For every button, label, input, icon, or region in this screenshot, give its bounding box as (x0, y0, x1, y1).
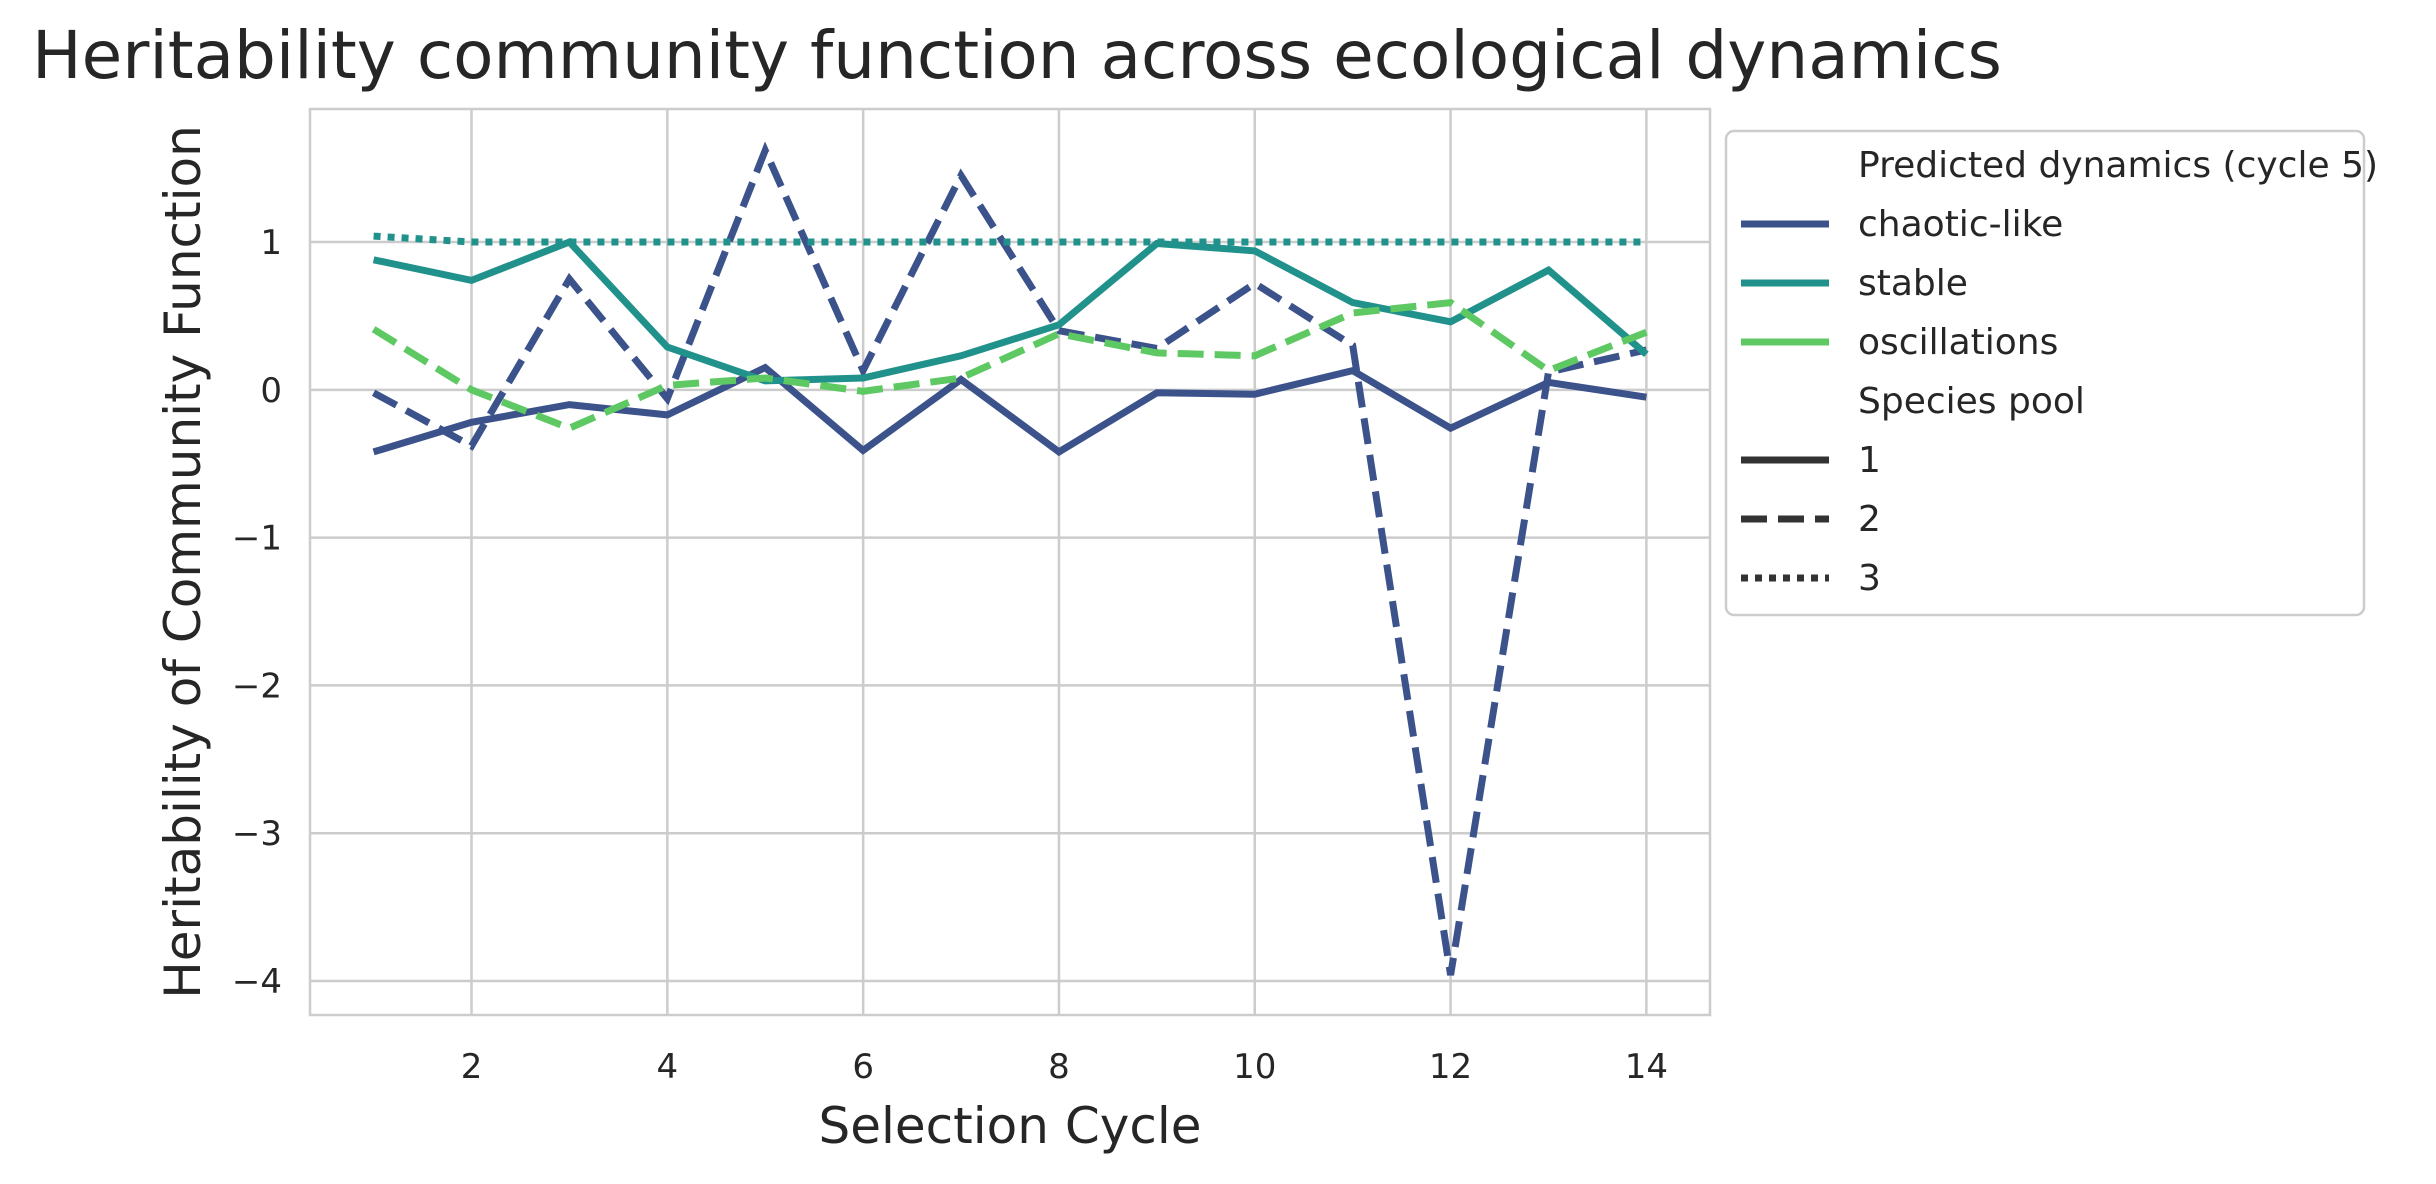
legend-style-entries: 1 2 3 (1741, 440, 1881, 599)
legend-label: 2 (1858, 499, 1881, 540)
legend-label: 1 (1858, 440, 1881, 481)
y-tick-label: −1 (232, 519, 282, 559)
legend-label: oscillations (1858, 322, 2058, 363)
legend: Predicted dynamics (cycle 5) chaotic-lik… (1724, 129, 2378, 617)
legend-hue-title: Predicted dynamics (cycle 5) (1858, 145, 2378, 186)
plot-frame (308, 107, 1712, 1017)
x-tick-label: 10 (1233, 1047, 1276, 1087)
legend-label: chaotic-like (1858, 204, 2063, 245)
x-tick-label: 8 (1048, 1047, 1070, 1087)
chart-title: Heritability community function across e… (32, 17, 2002, 94)
series-line (372, 237, 1649, 385)
x-tick-label: 6 (852, 1047, 874, 1087)
y-tick-label: −2 (232, 666, 282, 706)
legend-label: 3 (1858, 558, 1881, 599)
x-tick-label: 14 (1625, 1047, 1668, 1087)
y-axis-label: Heritability of Community Function (154, 125, 212, 999)
series-line (373, 232, 1647, 246)
x-tick-label: 4 (657, 1047, 679, 1087)
series-layer (371, 141, 1649, 976)
legend-hue-entries: chaotic-like stable oscillations (1741, 204, 2063, 363)
x-axis-label: Selection Cycle (819, 1097, 1202, 1155)
y-tick-label: 1 (260, 223, 282, 263)
y-tick-label: −3 (232, 814, 282, 854)
series-line (372, 363, 1647, 457)
y-tick-label: −4 (232, 962, 282, 1002)
tick-layer: 2 4 6 8 10 12 14 −4 −3 −2 −1 0 1 (232, 223, 1668, 1087)
x-tick-label: 12 (1429, 1047, 1472, 1087)
y-tick-label: 0 (260, 371, 282, 411)
legend-box (1724, 129, 2366, 617)
x-tick-label: 2 (461, 1047, 483, 1087)
series-line (371, 141, 1648, 976)
legend-label: stable (1858, 263, 1968, 304)
series-line (371, 298, 1648, 432)
legend-style-title: Species pool (1858, 381, 2085, 422)
